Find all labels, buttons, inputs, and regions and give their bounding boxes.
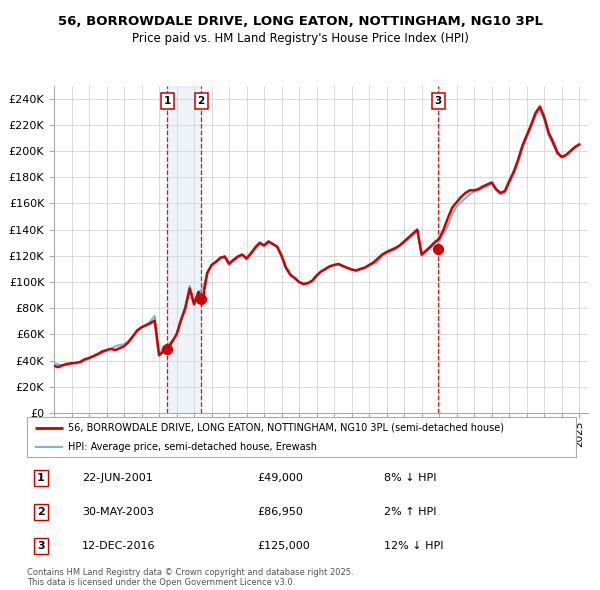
Text: 1: 1 (37, 473, 44, 483)
Text: HPI: Average price, semi-detached house, Erewash: HPI: Average price, semi-detached house,… (68, 442, 317, 452)
Text: 12-DEC-2016: 12-DEC-2016 (82, 541, 155, 551)
Text: £49,000: £49,000 (257, 473, 304, 483)
Text: Price paid vs. HM Land Registry's House Price Index (HPI): Price paid vs. HM Land Registry's House … (131, 32, 469, 45)
Text: 2: 2 (37, 507, 44, 517)
Bar (167, 86, 201, 413)
Text: 56, BORROWDALE DRIVE, LONG EATON, NOTTINGHAM, NG10 3PL (semi-detached house): 56, BORROWDALE DRIVE, LONG EATON, NOTTIN… (68, 422, 504, 432)
Text: 30-MAY-2003: 30-MAY-2003 (82, 507, 154, 517)
Text: Contains HM Land Registry data © Crown copyright and database right 2025.
This d: Contains HM Land Registry data © Crown c… (27, 568, 353, 587)
Text: 3: 3 (37, 541, 44, 551)
Text: 2: 2 (197, 96, 205, 106)
Text: £86,950: £86,950 (257, 507, 304, 517)
Text: 22-JUN-2001: 22-JUN-2001 (82, 473, 152, 483)
Text: 3: 3 (434, 96, 442, 106)
Text: 1: 1 (164, 96, 171, 106)
Text: 12% ↓ HPI: 12% ↓ HPI (384, 541, 443, 551)
Text: 8% ↓ HPI: 8% ↓ HPI (384, 473, 436, 483)
Text: 56, BORROWDALE DRIVE, LONG EATON, NOTTINGHAM, NG10 3PL: 56, BORROWDALE DRIVE, LONG EATON, NOTTIN… (58, 15, 542, 28)
Text: 2% ↑ HPI: 2% ↑ HPI (384, 507, 436, 517)
Text: £125,000: £125,000 (257, 541, 310, 551)
